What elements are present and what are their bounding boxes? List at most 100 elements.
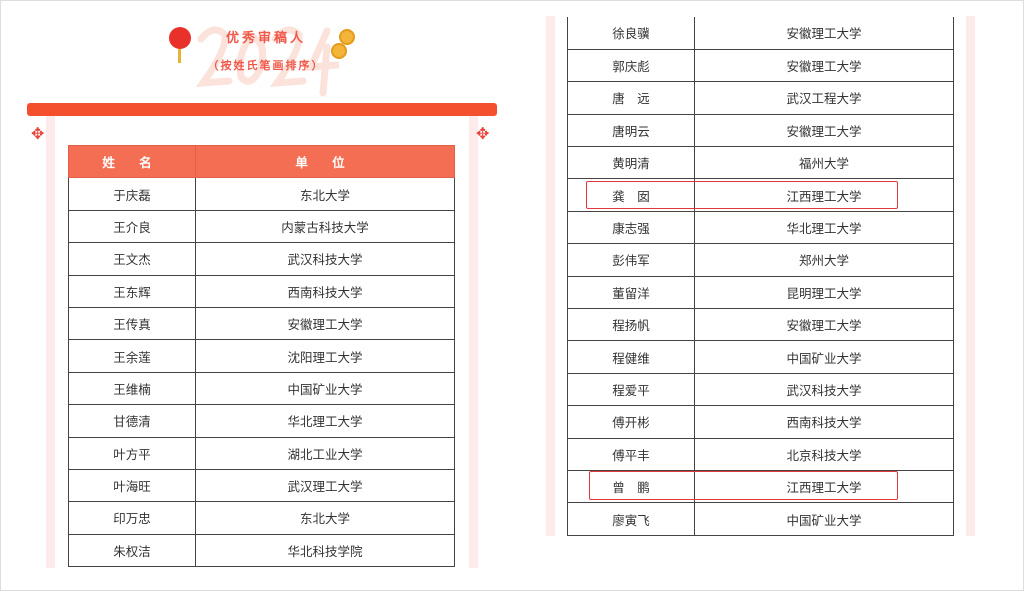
name-cell: 康志强 [567, 210, 695, 245]
name-cell: 叶海旺 [68, 468, 196, 503]
table-row: 曾 鹏江西理工大学 [567, 469, 954, 504]
unit-cell: 西南科技大学 [195, 274, 455, 308]
name-cell: 王东辉 [68, 274, 196, 308]
unit-cell: 武汉科技大学 [694, 372, 954, 407]
unit-cell: 郑州大学 [694, 243, 954, 277]
table-row: 程爱平 武汉科技大学 [567, 372, 954, 407]
name-cell: 甘德清 [68, 404, 196, 438]
name-cell: 唐明云 [567, 113, 695, 148]
unit-cell: 江西理工大学 [694, 469, 954, 504]
unit-cell: 中国矿业大学 [195, 371, 455, 406]
unit-cell: 华北科技学院 [195, 533, 455, 568]
name-cell: 王维楠 [68, 371, 196, 406]
unit-cell: 中国矿业大学 [694, 502, 954, 536]
table-row: 彭伟军 郑州大学 [567, 243, 954, 277]
table-row: 王维楠 中国矿业大学 [68, 371, 455, 406]
name-cell: 程扬帆 [567, 308, 695, 342]
header-unit: 单 位 [195, 144, 455, 179]
table-row: 龚 囡江西理工大学 [567, 178, 954, 212]
reviewers-table-left: 姓 名 单 位 于庆磊 东北大学 王介良 内蒙古科技大学 王文杰 武汉科技大学 王东辉 西南科… [68, 144, 455, 568]
highlight-box [586, 181, 898, 209]
table-row: 叶方平 湖北工业大学 [68, 436, 455, 470]
scroll-rod [27, 103, 497, 116]
scroll-border [46, 116, 55, 568]
lantern-icon [169, 27, 191, 63]
unit-cell: 武汉科技大学 [195, 242, 455, 276]
unit-cell: 内蒙古科技大学 [195, 209, 455, 244]
name-cell: 徐良骥 [567, 17, 695, 50]
name-cell: 王传真 [68, 306, 196, 341]
name-cell: 傅开彬 [567, 405, 695, 439]
unit-cell: 北京科技大学 [694, 437, 954, 471]
coin-icon [331, 43, 347, 59]
name-cell: 董留洋 [567, 275, 695, 310]
unit-cell: 华北理工大学 [195, 404, 455, 438]
highlight-box [589, 471, 898, 500]
scroll-border [966, 16, 975, 536]
name-cell: 曾 鹏 [567, 469, 695, 504]
table-row: 徐良骥 安徽理工大学 [567, 17, 954, 50]
name-cell: 唐 远 [567, 81, 695, 115]
unit-cell: 东北大学 [195, 501, 455, 535]
table-header: 姓 名 单 位 [68, 144, 455, 179]
name-cell: 王余莲 [68, 339, 196, 373]
name-cell: 程爱平 [567, 372, 695, 407]
unit-cell: 安徽理工大学 [694, 308, 954, 342]
table-row: 傅开彬 西南科技大学 [567, 405, 954, 439]
name-cell: 朱权洁 [68, 533, 196, 568]
table-row: 叶海旺 武汉理工大学 [68, 468, 455, 503]
table-row: 康志强 华北理工大学 [567, 210, 954, 245]
unit-cell: 武汉工程大学 [694, 81, 954, 115]
table-row: 王东辉 西南科技大学 [68, 274, 455, 308]
page-subtitle: （按姓氏笔画排序） [207, 59, 325, 72]
unit-cell: 西南科技大学 [694, 405, 954, 439]
name-cell: 黄明清 [567, 146, 695, 180]
table-row: 印万忠 东北大学 [68, 501, 455, 535]
name-cell: 王文杰 [68, 242, 196, 276]
year-watermark [195, 26, 339, 97]
table-row: 王介良 内蒙古科技大学 [68, 209, 455, 244]
table-row: 廖寅飞 中国矿业大学 [567, 502, 954, 536]
table-row: 程健维 中国矿业大学 [567, 340, 954, 374]
coin-icon [339, 29, 355, 45]
page-title: 优秀审稿人 [225, 31, 306, 46]
chinese-knot-icon: ✥ [476, 124, 490, 143]
unit-cell: 沈阳理工大学 [195, 339, 455, 373]
table-row: 甘德清 华北理工大学 [68, 404, 455, 438]
name-cell: 龚 囡 [567, 178, 695, 212]
table-row: 傅平丰 北京科技大学 [567, 437, 954, 471]
table-row: 王文杰 武汉科技大学 [68, 242, 455, 276]
table-row: 王传真 安徽理工大学 [68, 306, 455, 341]
unit-cell: 安徽理工大学 [694, 17, 954, 50]
name-cell: 叶方平 [68, 436, 196, 470]
table-row: 唐 远武汉工程大学 [567, 81, 954, 115]
name-cell: 郭庆彪 [567, 48, 695, 83]
scroll-border [469, 116, 478, 568]
unit-cell: 湖北工业大学 [195, 436, 455, 470]
unit-cell: 东北大学 [195, 177, 455, 211]
reviewers-table-right: 徐良骥 安徽理工大学 郭庆彪 安徽理工大学唐 远武汉工程大学 唐明云 安徽理工大学 黄明清福… [567, 17, 954, 536]
unit-cell: 安徽理工大学 [694, 48, 954, 83]
chinese-knot-icon: ✥ [31, 124, 45, 143]
table-row: 朱权洁 华北科技学院 [68, 533, 455, 568]
name-cell: 彭伟军 [567, 243, 695, 277]
table-row: 郭庆彪 安徽理工大学 [567, 48, 954, 83]
unit-cell: 华北理工大学 [694, 210, 954, 245]
unit-cell: 昆明理工大学 [694, 275, 954, 310]
unit-cell: 武汉理工大学 [195, 468, 455, 503]
name-cell: 程健维 [567, 340, 695, 374]
name-cell: 傅平丰 [567, 437, 695, 471]
table-row: 黄明清 福州大学 [567, 146, 954, 180]
table-row: 于庆磊 东北大学 [68, 177, 455, 211]
unit-cell: 安徽理工大学 [694, 113, 954, 148]
name-cell: 廖寅飞 [567, 502, 695, 536]
unit-cell: 福州大学 [694, 146, 954, 180]
table-row: 王余莲 沈阳理工大学 [68, 339, 455, 373]
unit-cell: 安徽理工大学 [195, 306, 455, 341]
name-cell: 王介良 [68, 209, 196, 244]
name-cell: 印万忠 [68, 501, 196, 535]
table-row: 唐明云 安徽理工大学 [567, 113, 954, 148]
table-row: 程扬帆 安徽理工大学 [567, 308, 954, 342]
unit-cell: 中国矿业大学 [694, 340, 954, 374]
name-cell: 于庆磊 [68, 177, 196, 211]
